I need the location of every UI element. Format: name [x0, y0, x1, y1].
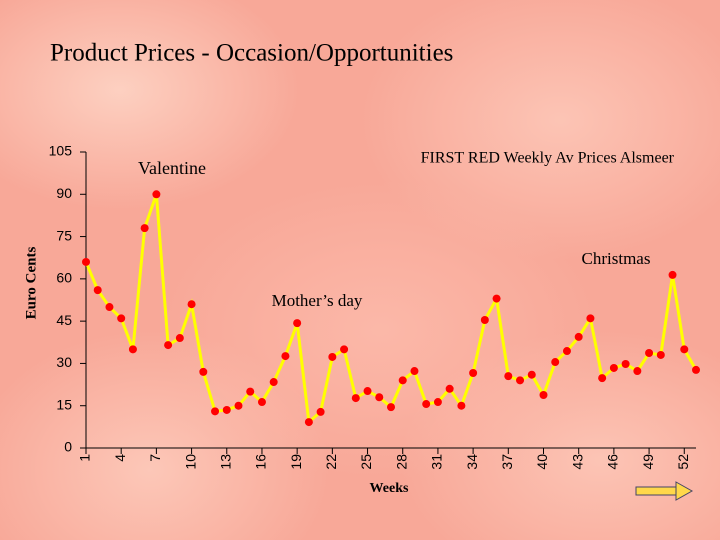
marker [82, 257, 90, 266]
marker [422, 400, 431, 409]
y-tick-label: 75 [56, 227, 72, 243]
x-tick-label: 4 [112, 454, 128, 462]
marker [387, 403, 395, 412]
marker [621, 359, 630, 368]
y-tick-label: 0 [64, 439, 72, 455]
x-tick-label: 7 [147, 454, 163, 462]
x-tick-label: 46 [605, 454, 621, 470]
marker [457, 401, 466, 410]
marker [293, 319, 302, 328]
marker [257, 398, 266, 407]
y-tick-label: 105 [49, 143, 73, 159]
y-tick-label: 30 [56, 354, 72, 370]
marker [574, 332, 583, 341]
x-tick-label: 37 [499, 454, 515, 470]
chart-title: Product Prices - Occasion/Opportunities [50, 40, 453, 67]
marker [668, 270, 677, 279]
marker [269, 378, 278, 387]
marker [656, 350, 665, 359]
marker [504, 372, 513, 381]
marker [598, 374, 607, 383]
marker [164, 341, 173, 350]
marker [140, 224, 149, 233]
marker [551, 358, 560, 367]
x-tick-label: 22 [323, 454, 339, 470]
marker [516, 376, 525, 385]
marker [680, 345, 689, 354]
annotation: Christmas [582, 249, 651, 268]
marker [398, 376, 407, 385]
y-tick-label: 15 [56, 396, 72, 412]
marker [316, 407, 325, 416]
marker [281, 352, 290, 361]
x-axis-label: Weeks [370, 481, 409, 496]
marker [586, 314, 595, 323]
marker [340, 345, 349, 354]
x-tick-label: 25 [358, 454, 374, 470]
x-tick-label: 10 [182, 454, 198, 470]
marker [328, 352, 337, 361]
y-tick-label: 45 [56, 312, 72, 328]
marker [93, 286, 102, 295]
arrow [635, 481, 694, 501]
marker [105, 303, 114, 312]
x-tick-label: 1 [77, 454, 93, 462]
x-tick-label: 34 [464, 454, 480, 470]
x-tick-label: 43 [569, 454, 585, 470]
marker [480, 316, 489, 325]
x-tick-label: 31 [429, 454, 445, 470]
marker [222, 405, 231, 414]
marker [234, 401, 243, 410]
marker [433, 398, 442, 407]
y-tick-label: 90 [56, 185, 72, 201]
marker [187, 300, 196, 309]
marker [304, 418, 313, 427]
marker [199, 367, 208, 376]
marker [692, 365, 700, 374]
marker [492, 294, 501, 303]
marker [175, 334, 184, 343]
marker [211, 407, 220, 416]
marker [469, 369, 478, 378]
x-tick-label: 40 [534, 454, 550, 470]
x-tick-label: 49 [640, 454, 656, 470]
marker [633, 367, 642, 376]
line [84, 193, 698, 426]
annotation: FIRST RED Weekly Av Prices Alsmeer [421, 150, 675, 167]
marker [539, 391, 548, 400]
marker [152, 190, 161, 199]
annotation: Valentine [138, 158, 206, 178]
annotation: Mother’s day [272, 291, 363, 310]
x-tick-label: 52 [675, 454, 691, 470]
marker [375, 393, 384, 402]
marker [246, 387, 255, 396]
y-tick-label: 60 [56, 270, 72, 286]
y-axis-label: Euro Cents [23, 247, 39, 320]
marker [410, 367, 419, 376]
marker [363, 387, 372, 396]
marker [128, 345, 137, 354]
marker [562, 347, 571, 356]
marker [445, 384, 454, 393]
x-tick-label: 28 [393, 454, 409, 470]
marker [527, 370, 536, 379]
x-tick-label: 13 [217, 454, 233, 470]
marker [645, 348, 654, 357]
x-tick-label: 19 [288, 454, 304, 470]
x-tick-label: 16 [253, 454, 269, 470]
marker [609, 363, 618, 372]
marker [117, 314, 126, 323]
marker [351, 394, 360, 403]
